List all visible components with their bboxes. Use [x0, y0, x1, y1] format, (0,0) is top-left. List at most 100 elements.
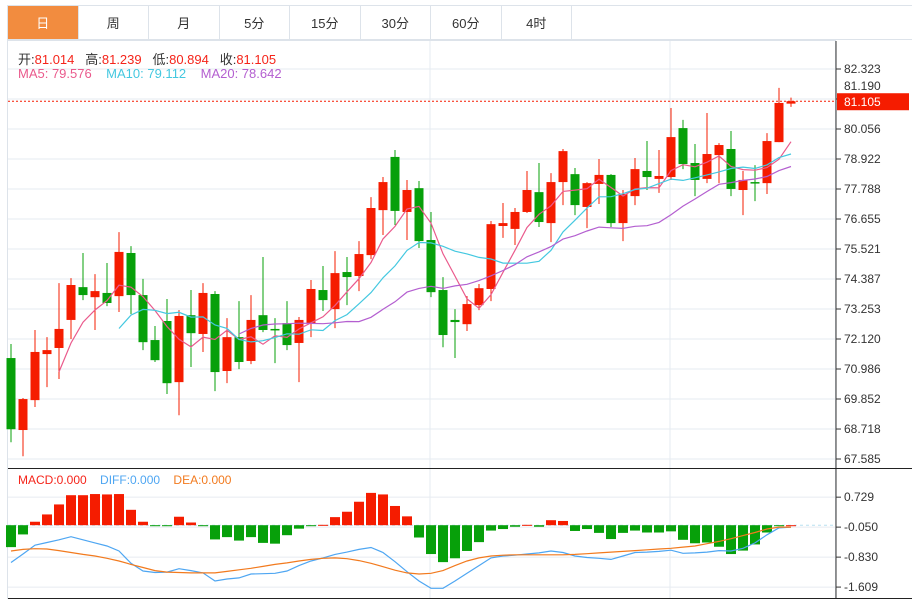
macd-bar [666, 525, 676, 532]
price-tick-label: 68.718 [844, 422, 881, 436]
macd-panel [6, 492, 836, 589]
tab-day[interactable]: 日 [8, 6, 79, 39]
macd-bar [678, 525, 688, 540]
candle-up [330, 273, 340, 310]
candles [6, 87, 796, 457]
macd-bar [378, 494, 388, 526]
macd-bar [654, 525, 664, 533]
high-label: 高: [85, 52, 102, 67]
candle-up [702, 154, 712, 179]
macd-bar [66, 495, 76, 526]
candle-up [198, 292, 208, 334]
macd-bar [222, 525, 232, 538]
candle-up [30, 351, 40, 401]
open-value: 81.014 [34, 52, 75, 67]
macd-bar [702, 525, 712, 543]
candle-up [42, 350, 52, 355]
close-label: 收: [219, 52, 237, 67]
candle-up [666, 137, 676, 178]
macd-bar [774, 525, 784, 527]
low-value: 80.894 [169, 52, 209, 67]
ma20-value: MA20: 78.642 [200, 66, 282, 81]
candle-up [306, 288, 316, 324]
moving-averages [58, 141, 792, 373]
macd-bar [582, 525, 592, 530]
candle-up [378, 182, 388, 211]
candle-up [66, 285, 76, 320]
tab-4hour[interactable]: 4时 [502, 6, 572, 39]
macd-bar [270, 525, 280, 544]
candle-down [450, 319, 460, 323]
macd-bar [258, 525, 268, 543]
price-tick-label: 72.120 [844, 332, 881, 346]
macd-bar [78, 495, 88, 526]
candle-up [174, 315, 184, 383]
macd-tick-label: -0.830 [844, 550, 878, 564]
macd-bar [546, 520, 556, 526]
candle-up [222, 337, 232, 372]
candle-up [510, 211, 520, 229]
macd-bar [498, 525, 508, 530]
macd-bar [42, 514, 52, 526]
candle-down [126, 252, 136, 296]
candle-down [342, 272, 352, 278]
grid [7, 40, 836, 599]
ohlc-info: 开:81.014 高:81.239 低:80.894 收:81.105 [18, 49, 276, 68]
candle-down [102, 292, 112, 304]
price-tick-label: 75.521 [844, 242, 881, 256]
candle-up [786, 101, 796, 104]
macd-bar [558, 520, 568, 526]
tab-5min[interactable]: 5分 [220, 6, 290, 39]
candle-up [738, 179, 748, 191]
macd-bar [306, 525, 316, 527]
candle-down [426, 240, 436, 293]
price-tick-label: 77.788 [844, 182, 881, 196]
candle-up [246, 319, 256, 361]
macd-bar [786, 525, 796, 527]
candle-down [210, 294, 220, 373]
tab-month[interactable]: 月 [149, 6, 220, 39]
candle-up [366, 208, 376, 256]
candle-down [6, 358, 16, 430]
price-tick-label: 82.323 [844, 62, 881, 76]
tab-week[interactable]: 周 [79, 6, 149, 39]
low-label: 低: [152, 52, 170, 67]
macd-bar [54, 504, 64, 526]
candle-down [318, 290, 328, 301]
current-price-label: 81.105 [844, 95, 881, 109]
macd-bar [438, 525, 448, 563]
macd-bar [534, 525, 544, 527]
candle-up [486, 224, 496, 289]
candle-down [186, 315, 196, 334]
candle-up [618, 193, 628, 224]
price-tick-label: 76.655 [844, 212, 881, 226]
tab-60min[interactable]: 60分 [431, 6, 502, 39]
macd-bar [570, 525, 580, 531]
macd-tick-label: -1.609 [844, 580, 878, 594]
macd-bar [246, 525, 256, 538]
macd-bar [186, 522, 196, 526]
macd-bar [414, 525, 424, 538]
candle-down [606, 174, 616, 224]
tab-30min[interactable]: 30分 [361, 6, 431, 39]
macd-bar [726, 525, 736, 555]
macd-bar [618, 525, 628, 533]
macd-bar [162, 525, 172, 527]
tab-15min[interactable]: 15分 [290, 6, 361, 39]
open-label: 开: [18, 52, 35, 67]
candle-up [630, 169, 640, 197]
ma-info: MA5: 79.576 MA10: 79.112 MA20: 78.642 [18, 66, 282, 81]
candle-up [474, 288, 484, 306]
high-value: 81.239 [101, 52, 142, 67]
macd-bar [606, 525, 616, 540]
macd-bar [282, 525, 292, 536]
candle-up [114, 251, 124, 297]
macd-bar [18, 525, 28, 535]
candle-up [522, 190, 532, 212]
ma5-line [58, 141, 792, 373]
candle-down [150, 340, 160, 361]
macd-bar [150, 525, 160, 527]
macd-bar [126, 509, 136, 526]
candle-up [462, 304, 472, 325]
